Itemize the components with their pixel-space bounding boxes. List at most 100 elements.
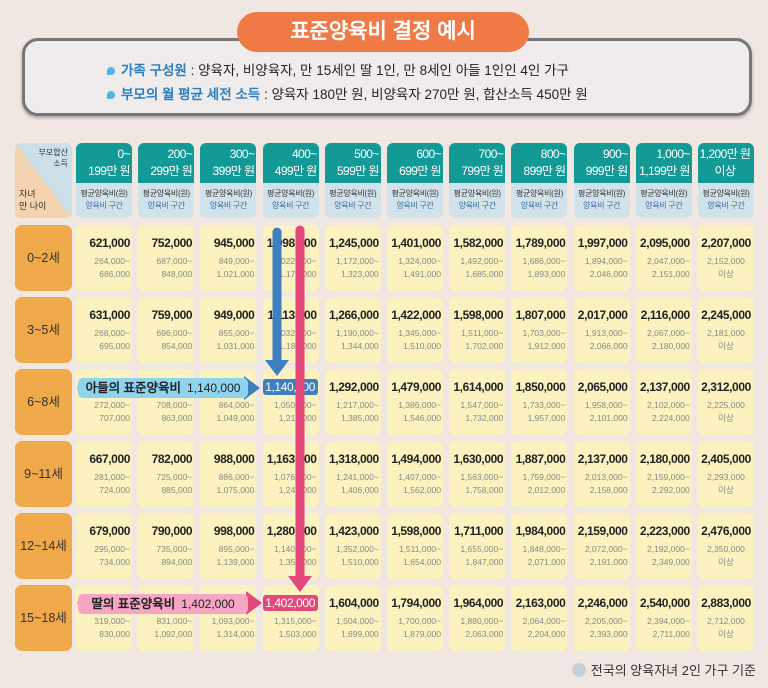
average-cost: 1,292,000 [329,380,379,394]
income-range: 900~ 999만 원 [573,143,630,183]
sub-header: 평균양육비(원) 양육비 구간 [262,183,319,218]
row-header-age: 15~18세 [15,585,72,651]
cost-range-line: 1,075,000 [216,485,255,495]
average-cost: 621,000 [89,236,130,250]
cost-range-line: 1,699,000 [340,629,379,639]
cost-range-line: 1,546,000 [403,413,441,423]
average-cost-label: 평균양육비(원) [391,189,439,198]
cost-range-label: 양육비 구간 [147,201,186,210]
cost-range: 2,205,000~ 2,393,000 [574,615,628,641]
income-range-line: 500~ [354,147,379,161]
cost-range: 2,712,000 이상 [698,615,754,641]
cost-range-line: 2,181,000 [707,328,745,338]
cost-range-line: 1,958,000~ [584,400,628,410]
average-cost-label: 평균양육비(원) [267,189,315,198]
table-cell: 1,423,000 1,352,000~ 1,510,000 [324,513,381,579]
cost-range: 1,894,000~ 2,046,000 [574,255,628,281]
table-cell: 1,402,000 1,315,000~ 1,503,000 [262,585,319,651]
cost-range-line: 1,563,000~ [460,472,504,482]
average-cost-label: 평균양육비(원) [142,189,190,198]
income-range-line: 300~ [229,147,255,161]
cost-range-line: 272,000~ [94,400,130,410]
table-cell: 1,598,000 1,511,000~ 1,702,000 [449,297,506,363]
cost-range-line: 이상 [718,629,734,639]
average-cost: 667,000 [89,452,130,466]
income-range-line: 200~ [167,147,193,161]
average-cost: 2,207,000 [701,236,751,250]
cost-range-line: 1,315,000~ [273,616,317,626]
cost-range: 855,000~ 1,031,000 [200,327,255,353]
cost-range: 1,547,000~ 1,732,000 [449,399,503,425]
income-range-line: 899만 원 [523,164,566,178]
cost-range-line: 2,072,000~ [584,544,628,554]
cost-range-label: 양육비 구간 [520,201,559,210]
average-cost: 1,423,000 [329,524,379,538]
arrowhead-icon [288,576,312,592]
cost-range-line: 2,012,000 [527,485,566,495]
cost-range-label: 양육비 구간 [458,201,497,210]
table-cell: 2,207,000 2,152,000 이상 [698,225,754,291]
average-cost: 998,000 [213,524,255,538]
table-cell: 2,137,000 2,102,000~ 2,224,000 [635,369,692,435]
cost-range: 735,000~ 894,000 [138,543,192,569]
cost-range-line: 2,394,000~ [647,616,690,626]
cost-range-line: 687,000~ [156,256,193,266]
income-range: 700~ 799만 원 [449,143,506,183]
corner-income-label: 부모합산 [38,148,68,157]
cost-range: 1,407,000~ 1,562,000 [387,471,441,497]
cost-range-line: 2,067,000~ [647,328,690,338]
table-cell: 621,000 264,000~ 686,000 [76,225,132,291]
table-cell: 1,964,000 1,880,000~ 2,063,000 [449,585,506,651]
cost-range-line: 1,848,000~ [522,544,566,554]
income-range-line: 1,199만 원 [639,164,690,178]
cost-range-line: 2,350,000 [707,544,745,554]
cost-range-line: 1,172,000~ [336,256,379,266]
average-cost: 1,598,000 [453,308,504,322]
cost-range-line: 2,064,000~ [522,616,566,626]
arrowhead-icon [246,591,262,615]
info-key: 부모의 월 평균 세전 소득 [121,87,261,102]
cost-range-line: 1,733,000~ [522,400,566,410]
cost-range: 1,703,000~ 1,912,000 [511,327,566,353]
income-range-line: 1,200만 원 [699,147,751,161]
cost-range-line: 1,344,000 [340,341,379,351]
table-cell: 1,582,000 1,492,000~ 1,685,000 [449,225,506,291]
average-cost-label: 평균양육비(원) [578,189,626,198]
income-range: 400~ 499만 원 [262,143,319,183]
sub-header: 평균양육비(원) 양육비 구간 [138,183,195,218]
cost-range-line: 724,000 [99,485,130,495]
average-cost: 2,065,000 [577,380,628,394]
average-cost: 752,000 [151,236,193,250]
average-cost: 2,540,000 [640,596,690,610]
column-header: 400~ 499만 원 평균양육비(원) 양육비 구간 [262,143,319,218]
cost-range-line: 848,000 [161,269,193,279]
table-cell: 2,223,000 2,192,000~ 2,349,000 [635,513,692,579]
table-cell: 2,065,000 1,958,000~ 2,101,000 [573,369,630,435]
cost-range: 1,172,000~ 1,323,000 [325,255,379,281]
average-cost: 2,883,000 [701,596,751,610]
income-range-line: 699만 원 [399,164,441,178]
bullet-icon [107,67,115,75]
income-range: 800~ 899만 원 [511,143,568,183]
average-cost: 1,807,000 [515,308,566,322]
arrowhead-icon [265,360,289,376]
cost-range-line: 1,385,000 [340,413,379,423]
average-cost-label: 평균양육비(원) [453,189,501,198]
table-cell: 949,000 855,000~ 1,031,000 [200,297,257,363]
cost-range-label: 양육비 구간 [334,201,372,210]
cost-range-line: 2,102,000~ [647,400,690,410]
cost-range: 895,000~ 1,139,000 [200,543,255,569]
cost-range-line: 886,000~ [218,472,255,482]
cost-range: 1,958,000~ 2,101,000 [574,399,628,425]
average-cost: 949,000 [213,308,255,322]
cost-range-line: 1,732,000 [465,413,504,423]
info-box: 가족 구성원 : 양육자, 비양육자, 만 15세인 딸 1인, 만 8세인 아… [22,38,752,116]
info-income: 부모의 월 평균 세전 소득 : 양육자 180만 원, 비양육자 270만 원… [107,83,588,103]
cost-range-line: 831,000~ [156,616,193,626]
daughter-callout-label: 딸의 표준양육비 [91,597,176,611]
sub-header: 평균양육비(원) 양육비 구간 [511,183,568,218]
cost-range-line: 1,021,000 [216,269,255,279]
average-cost: 1,422,000 [391,308,441,322]
cost-range-line: 2,225,000 [707,400,745,410]
